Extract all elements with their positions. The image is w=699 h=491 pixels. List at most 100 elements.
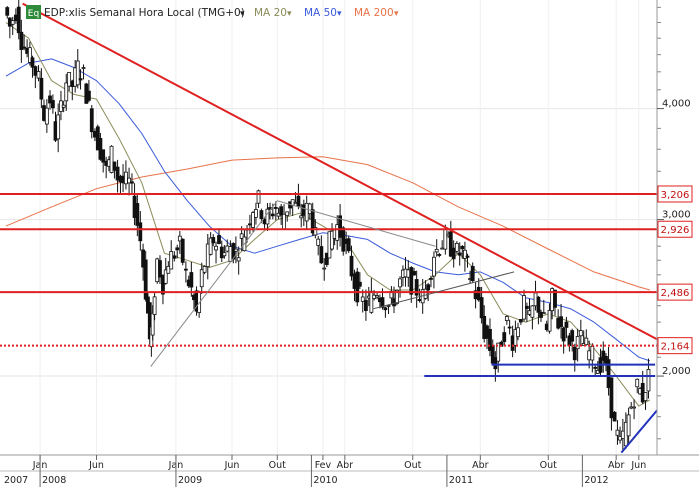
price-bar-body (44, 107, 49, 125)
x-tick-label: Out (269, 460, 286, 471)
price-bar-body (516, 327, 520, 338)
price-bar-body (319, 246, 324, 264)
price-bar-body (214, 245, 218, 251)
year-label: 2012 (584, 475, 608, 486)
horizontal-levels (0, 192, 657, 347)
price-bar-body (248, 223, 252, 226)
ma50-dropdown-icon[interactable]: ▾ (337, 9, 342, 19)
price-bar-body (189, 272, 194, 288)
price-bar-body (360, 296, 365, 302)
price-bar-body (409, 267, 414, 295)
price-bar-body (33, 66, 38, 76)
year-label: 2007 (4, 475, 28, 486)
price-bar-body (626, 414, 631, 437)
chart-title[interactable]: EDP:xlis Semanal Hora Local (TMG+0) (44, 7, 245, 19)
price-bar-body (547, 309, 552, 332)
price-bar-body (310, 209, 315, 234)
ma20-dropdown-icon[interactable]: ▾ (287, 9, 292, 19)
price-bar-body (612, 411, 617, 422)
level-label-box (657, 337, 693, 355)
price-bar-body (313, 227, 318, 236)
price-bar-body (643, 392, 648, 402)
level-labels: 3,206 2,926 2,486 2,164 (657, 185, 693, 355)
trendlines (22, 2, 658, 454)
price-bar-body (36, 71, 41, 79)
price-bar-body (457, 252, 462, 256)
price-bar-body (369, 290, 374, 313)
price-bar-body (646, 369, 651, 392)
price-bar-body (504, 316, 509, 321)
price-bar-body (338, 215, 342, 238)
symbol-badge[interactable] (26, 5, 41, 19)
price-bar-body (541, 312, 546, 315)
price-bar-body (322, 267, 327, 270)
ma200-series (5, 156, 651, 291)
price-bar-body (570, 330, 575, 342)
price-bar-body (127, 177, 131, 184)
price-bar-body (199, 269, 204, 288)
trendline (22, 2, 658, 341)
price-bar-body (346, 238, 351, 252)
indicator-ma50[interactable]: MA 50 (304, 7, 337, 19)
price-bar-body (375, 295, 380, 298)
year-label: 2009 (178, 475, 202, 486)
price-bar-body (86, 90, 91, 101)
price-bar-body (254, 209, 258, 218)
price-bar-body (299, 215, 304, 219)
price-bar-body (67, 72, 72, 87)
indicator-ma20[interactable]: MA 20 (254, 7, 287, 19)
price-bar-body (56, 114, 61, 140)
price-bar-body (479, 297, 484, 319)
level-label-box (657, 185, 693, 203)
price-bar-body (324, 252, 329, 265)
price-bar-body (169, 251, 174, 270)
price-bar-body (251, 212, 255, 228)
price-bar-body (355, 271, 360, 303)
price-bar-body (394, 289, 399, 305)
price-bar-body (256, 190, 261, 204)
price-bar-body (406, 269, 411, 278)
price-bar-body (493, 357, 498, 370)
price-bar-body (135, 203, 140, 226)
price-bar-body (414, 279, 419, 296)
price-bar-body (180, 238, 185, 263)
price-bar-body (363, 299, 368, 311)
price-bar-body (620, 430, 625, 439)
price-bar-body (270, 213, 275, 217)
title-dropdown-icon[interactable]: ▾ (240, 9, 245, 19)
price-bar-body (572, 346, 577, 361)
price-bar-body (81, 67, 86, 69)
price-bar-body (432, 256, 436, 277)
level-label: 2,486 (661, 288, 690, 299)
price-bar-body (601, 350, 606, 361)
price-bar-body (150, 312, 155, 336)
price-bar-body (27, 47, 32, 63)
price-bar-body (440, 247, 445, 250)
price-bar-body (590, 346, 595, 361)
price-bar-body (488, 328, 492, 351)
price-bar-body (386, 305, 391, 307)
price-bar-body (279, 206, 284, 216)
price-bar-body (485, 325, 489, 339)
trendline (150, 200, 278, 367)
price-bar-body (175, 247, 180, 251)
price-bar-body (225, 245, 230, 252)
level-label-box (657, 220, 693, 238)
price-bar-body (39, 77, 44, 100)
price-bar-body (383, 307, 388, 311)
price-bar-body (575, 336, 580, 350)
price-bar-body (615, 429, 620, 436)
price-bar-body (593, 366, 598, 369)
price-bar-body (553, 289, 557, 308)
x-tick-label: Fev (315, 460, 332, 471)
price-bar-body (112, 161, 117, 171)
ma200-dropdown-icon[interactable]: ▾ (394, 9, 399, 19)
price-bar-body (183, 268, 188, 271)
indicator-ma200[interactable]: MA 200 (354, 7, 394, 19)
price-bar-body (451, 247, 456, 260)
price-bar-body (380, 297, 385, 308)
price-bar-body (307, 203, 312, 215)
price-bar-body (208, 237, 213, 255)
